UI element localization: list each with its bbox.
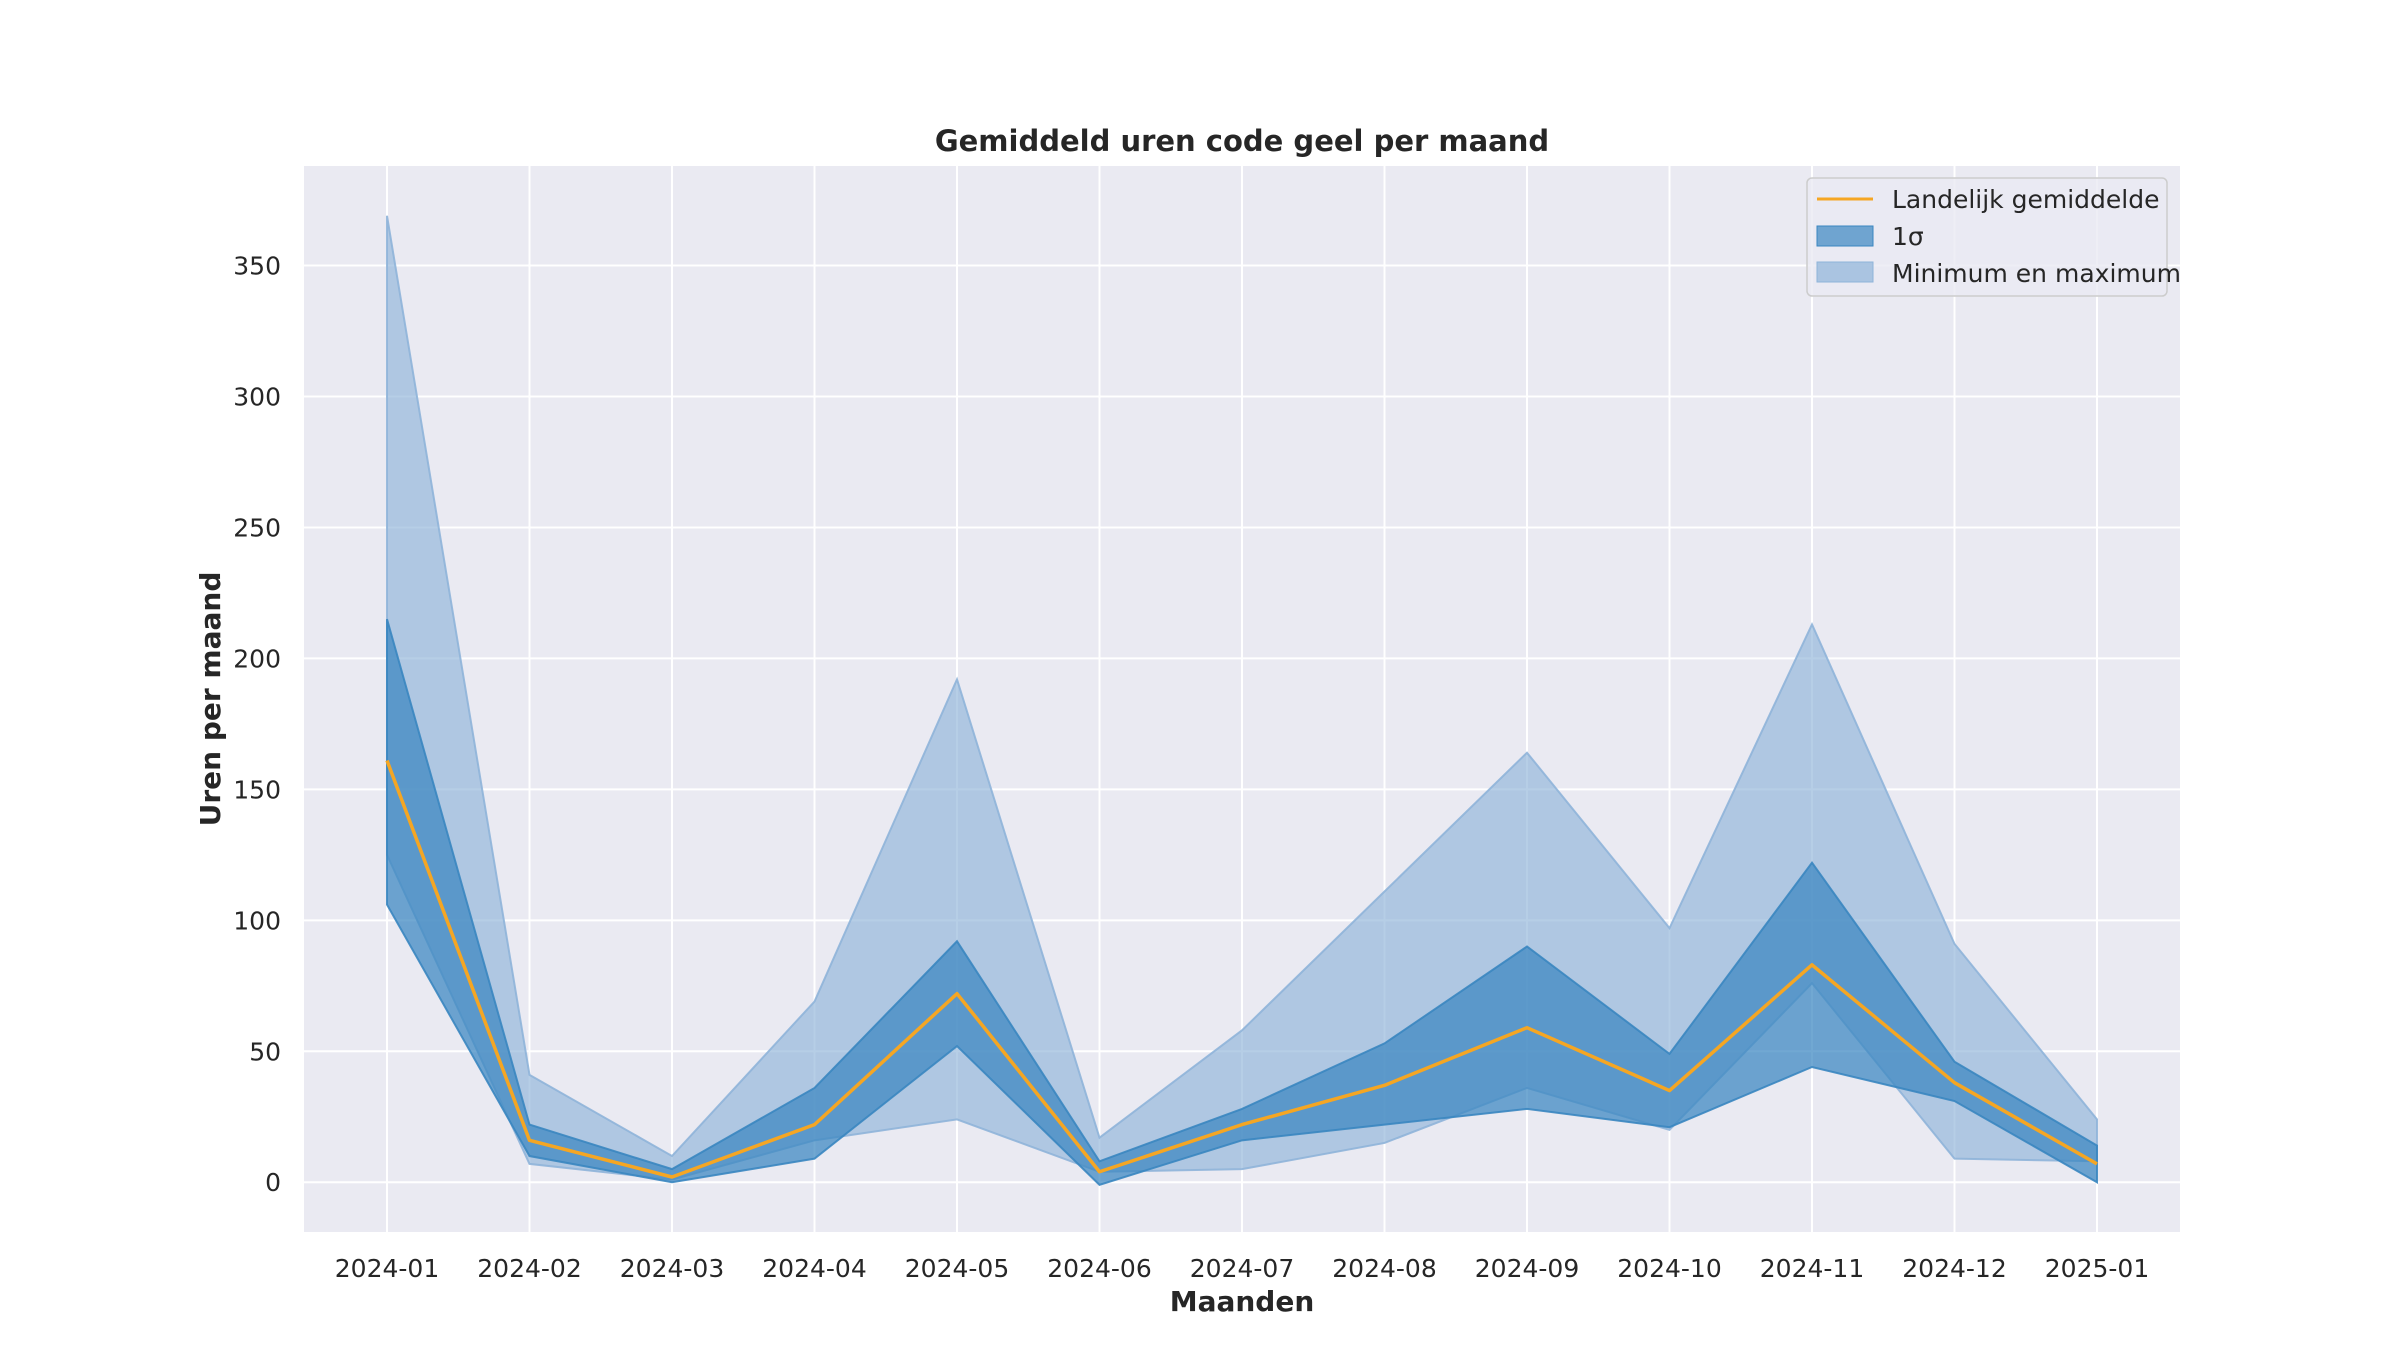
x-tick-label: 2024-08 <box>1332 1254 1436 1283</box>
x-tick-label: 2024-02 <box>477 1254 581 1283</box>
lines <box>385 759 2098 1179</box>
bands <box>386 215 2098 1186</box>
x-tick-label: 2024-12 <box>1902 1254 2006 1283</box>
x-tick-label: 2024-07 <box>1190 1254 1294 1283</box>
legend-swatch-sigma <box>1816 225 1874 247</box>
x-tick-label: 2024-09 <box>1475 1254 1579 1283</box>
y-tick-label: 0 <box>265 1168 281 1197</box>
x-tick-label: 2024-11 <box>1760 1254 1864 1283</box>
x-tick-label: 2024-01 <box>335 1254 439 1283</box>
x-tick-label: 2024-05 <box>905 1254 1009 1283</box>
y-tick-label: 100 <box>233 906 281 935</box>
y-tick-label: 300 <box>233 382 281 411</box>
chart-title: Gemiddeld uren code geel per maand <box>935 124 1549 158</box>
y-axis-title: Uren per maand <box>194 572 227 827</box>
legend-label-sigma: 1σ <box>1892 222 1924 251</box>
legend: Landelijk gemiddelde 1σ Minimum en maxim… <box>1806 177 2181 297</box>
mean-line <box>385 759 2098 1179</box>
x-tick-label: 2024-04 <box>762 1254 866 1283</box>
y-tick-label: 250 <box>233 513 281 542</box>
legend-box <box>1806 177 2168 297</box>
legend-label-mean: Landelijk gemiddelde <box>1892 185 2159 214</box>
x-tick-label: 2024-03 <box>620 1254 724 1283</box>
legend-label-minmax: Minimum en maximum <box>1892 259 2181 288</box>
x-tick-labels: 2024-01 2024-02 2024-03 2024-04 2024-05 2024-… <box>335 1254 2149 1283</box>
x-tick-label: 2025-01 <box>2045 1254 2149 1283</box>
y-tick-label: 200 <box>233 644 281 673</box>
y-tick-label: 350 <box>233 252 281 281</box>
y-tick-labels: 0 50 100 150 200 250 300 350 <box>233 252 281 1198</box>
x-axis-title: Maanden <box>1170 1285 1315 1318</box>
legend-swatch-minmax <box>1816 261 1874 283</box>
sigma-band <box>386 618 2098 1186</box>
x-tick-label: 2024-10 <box>1617 1254 1721 1283</box>
y-tick-label: 150 <box>233 775 281 804</box>
y-tick-label: 50 <box>249 1037 281 1066</box>
x-tick-label: 2024-06 <box>1047 1254 1151 1283</box>
